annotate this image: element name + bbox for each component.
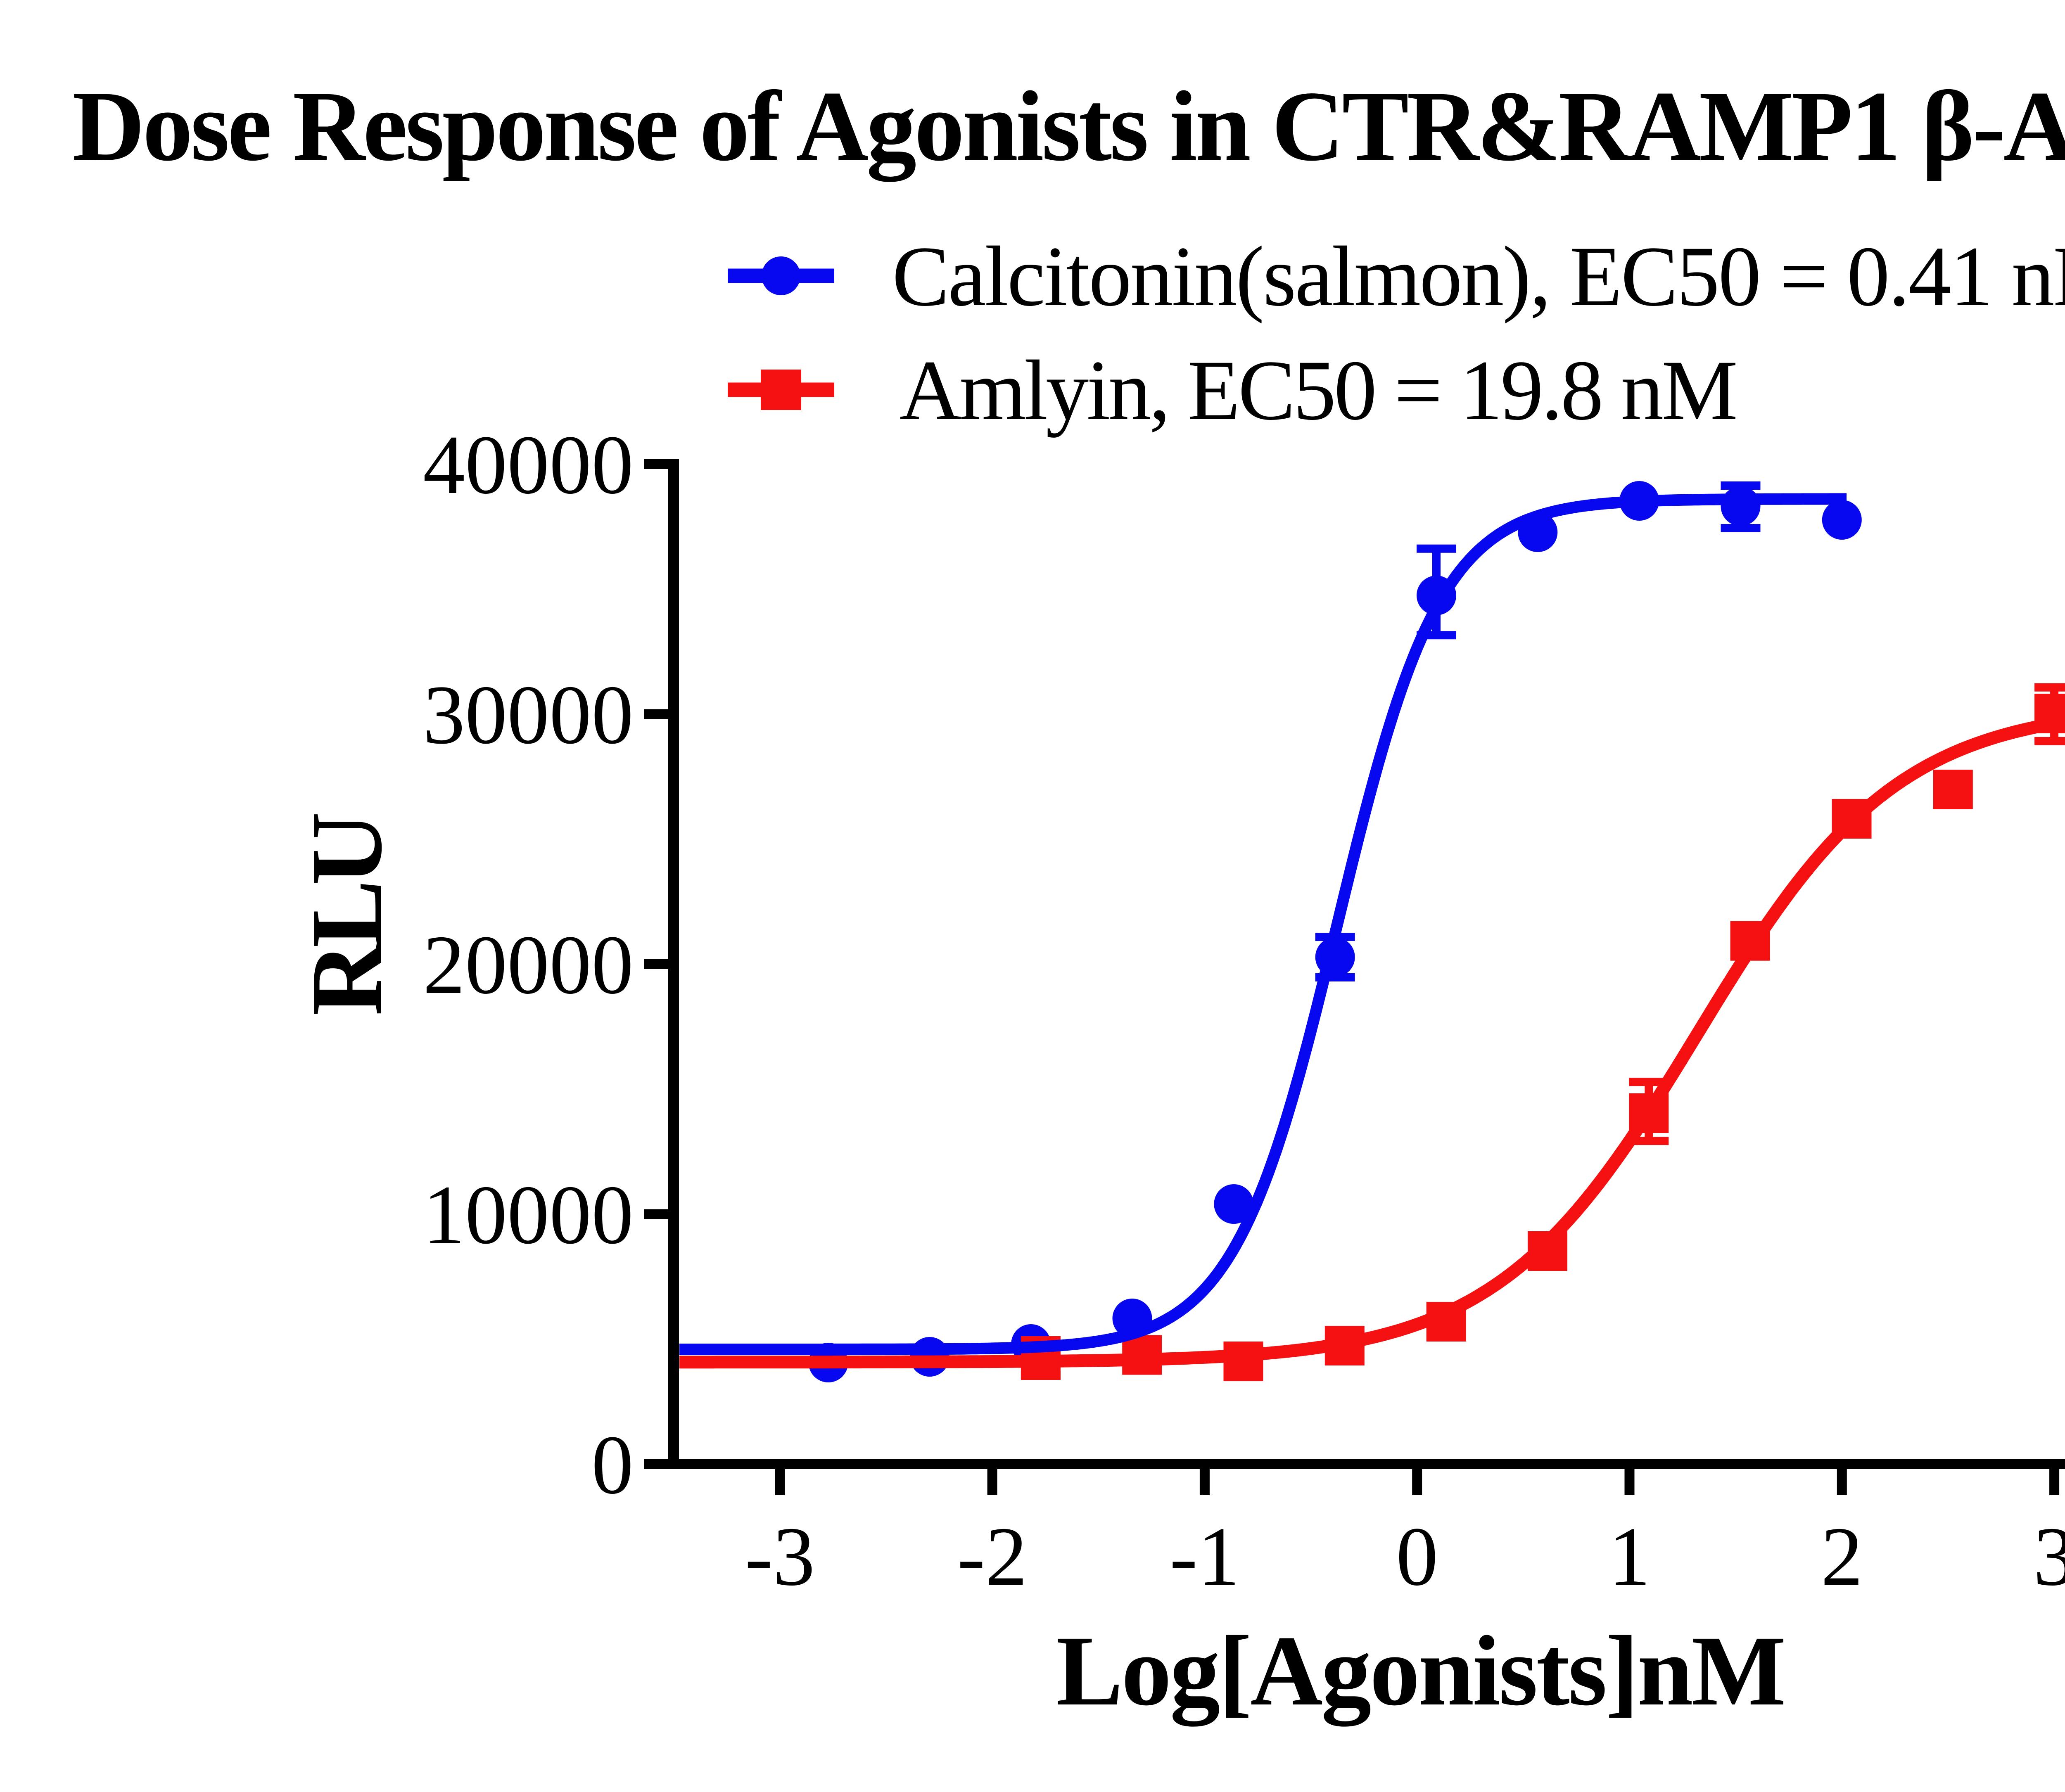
svg-text:30000: 30000	[423, 668, 634, 762]
svg-text:RLU: RLU	[290, 812, 403, 1016]
svg-text:Log[Agonists]nM: Log[Agonists]nM	[1056, 1615, 1786, 1727]
svg-text:Dose Response of Agonists in C: Dose Response of Agonists in CTR&RAMP1 β…	[72, 70, 2065, 182]
svg-text:Amlyin, EC50 = 19.8 nM: Amlyin, EC50 = 19.8 nM	[900, 343, 1738, 438]
svg-text:-2: -2	[957, 1510, 1028, 1603]
svg-text:Calcitonin(salmon), EC50 = 0.4: Calcitonin(salmon), EC50 = 0.41 nM	[892, 229, 2065, 324]
svg-text:0: 0	[591, 1418, 634, 1512]
svg-text:1: 1	[1609, 1510, 1651, 1603]
svg-text:-3: -3	[745, 1510, 815, 1603]
svg-text:-1: -1	[1170, 1510, 1240, 1603]
svg-text:2: 2	[1821, 1510, 1863, 1603]
svg-text:10000: 10000	[423, 1169, 634, 1262]
svg-text:20000: 20000	[423, 918, 634, 1012]
svg-text:40000: 40000	[423, 418, 634, 512]
svg-text:3: 3	[2033, 1510, 2065, 1603]
svg-text:0: 0	[1396, 1510, 1438, 1603]
